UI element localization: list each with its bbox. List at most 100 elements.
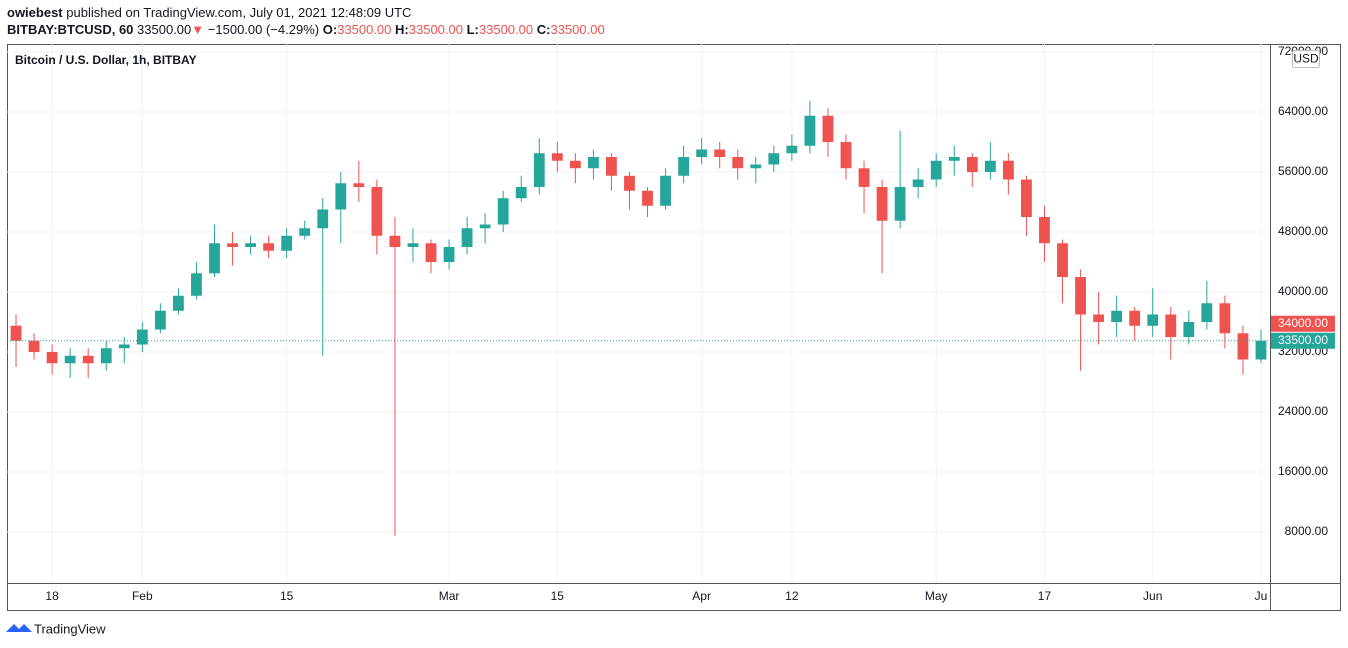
brand: TradingView bbox=[34, 621, 106, 636]
candle-body bbox=[1111, 310, 1123, 323]
candle-body bbox=[1183, 322, 1195, 338]
ohlc: O:33500.00 H:33500.00 L:33500.00 C:33500… bbox=[323, 22, 605, 37]
ohlc-value: 33500.00 bbox=[478, 22, 534, 37]
ohlc-value: 33500.00 bbox=[408, 22, 463, 37]
chart-frame bbox=[7, 44, 1341, 611]
candle-body bbox=[696, 149, 708, 158]
candle-body bbox=[1021, 179, 1032, 218]
candle-body bbox=[533, 153, 545, 188]
candle-body bbox=[389, 235, 401, 248]
candle-body bbox=[1057, 243, 1068, 278]
candle-body bbox=[1165, 314, 1177, 338]
currency-box[interactable] bbox=[1292, 50, 1320, 68]
candle-body bbox=[822, 115, 834, 143]
y-tick-label: 16000.00 bbox=[1278, 464, 1328, 478]
candle-body bbox=[263, 243, 275, 251]
candle-body bbox=[371, 187, 383, 236]
ohlc-value: 33500.00 bbox=[550, 22, 605, 37]
candle-body bbox=[966, 157, 978, 173]
candle-body bbox=[191, 273, 202, 296]
grid bbox=[7, 44, 1270, 583]
x-tick-label: Jun bbox=[1143, 589, 1162, 603]
candle-body bbox=[858, 168, 870, 188]
price-label-box bbox=[1271, 332, 1335, 349]
candle-body bbox=[46, 352, 58, 364]
candle-body bbox=[678, 157, 690, 176]
ohlc-key: L: bbox=[466, 22, 479, 37]
x-tick-label: 15 bbox=[551, 589, 565, 603]
x-tick-label: Apr bbox=[692, 589, 711, 603]
chart-title: Bitcoin / U.S. Dollar, 1h, BITBAY bbox=[15, 53, 197, 67]
candle-body bbox=[118, 344, 130, 349]
x-tick-label: Feb bbox=[132, 589, 153, 603]
candle-body bbox=[245, 243, 256, 248]
candle-body bbox=[786, 145, 798, 154]
price-label: 33500.00 bbox=[1278, 333, 1328, 347]
candle-body bbox=[136, 329, 148, 345]
candle-body bbox=[876, 187, 888, 221]
candle-body bbox=[894, 187, 906, 221]
candle-body bbox=[569, 160, 581, 169]
candle-body bbox=[479, 224, 491, 229]
candle-body bbox=[1093, 314, 1105, 323]
x-tick-label: 17 bbox=[1038, 589, 1052, 603]
candle-body bbox=[1201, 303, 1213, 323]
candle-body bbox=[660, 175, 671, 206]
candle-body bbox=[1147, 314, 1159, 326]
candle-body bbox=[353, 183, 365, 188]
candle-body bbox=[100, 348, 112, 364]
candle-body bbox=[1075, 277, 1086, 315]
candle-body bbox=[750, 164, 762, 169]
change: −1500.00 (−4.29%) bbox=[207, 22, 320, 37]
candle-body bbox=[317, 209, 329, 229]
candle-body bbox=[912, 179, 924, 188]
x-tick-label: May bbox=[925, 589, 948, 603]
candle-body bbox=[407, 243, 419, 248]
candle-body bbox=[768, 153, 780, 165]
ohlc-value: 33500.00 bbox=[337, 22, 392, 37]
candle-body bbox=[154, 310, 166, 330]
candle-body bbox=[64, 355, 76, 364]
candle-body bbox=[461, 228, 473, 248]
candle-body bbox=[642, 190, 653, 206]
candle-body bbox=[172, 295, 184, 311]
symbol-line: BITBAY:BTCUSD, 60 33500.00▼ −1500.00 (−4… bbox=[7, 22, 605, 37]
price-label: 34000.00 bbox=[1278, 316, 1328, 330]
last-price: 33500.00 bbox=[137, 22, 192, 37]
publish-line: owiebest published on TradingView.com, J… bbox=[7, 5, 411, 20]
candle-body bbox=[1002, 160, 1014, 180]
currency[interactable]: USD bbox=[1293, 52, 1319, 66]
candle-body bbox=[281, 235, 293, 251]
x-tick-label: 18 bbox=[45, 589, 59, 603]
candle-body bbox=[804, 115, 816, 146]
y-tick-label: 48000.00 bbox=[1278, 224, 1328, 238]
x-tick-label: 12 bbox=[785, 589, 799, 603]
candles bbox=[7, 100, 1270, 536]
candle-body bbox=[425, 243, 437, 263]
change-arrow: ▼ bbox=[191, 22, 205, 37]
y-tick-label: 8000.00 bbox=[1285, 524, 1329, 538]
symbol: BITBAY:BTCUSD, 60 bbox=[7, 22, 134, 37]
candle-body bbox=[840, 142, 852, 169]
candle-body bbox=[1237, 333, 1249, 360]
candle-body bbox=[1219, 303, 1231, 334]
candle-body bbox=[497, 198, 509, 225]
author: owiebest bbox=[7, 5, 63, 20]
axes: 8000.0016000.0024000.0032000.0040000.004… bbox=[45, 44, 1335, 603]
publish-info: published on TradingView.com, July 01, 2… bbox=[66, 5, 412, 20]
x-tick-label: Ju bbox=[1255, 589, 1268, 603]
x-tick-label: Mar bbox=[439, 589, 460, 603]
candle-body bbox=[1129, 310, 1141, 326]
candle-body bbox=[624, 175, 635, 191]
price-label-box bbox=[1271, 315, 1335, 332]
candle-body bbox=[930, 160, 942, 180]
candle-body bbox=[209, 243, 220, 274]
candle-body bbox=[443, 247, 455, 263]
candle-body bbox=[299, 228, 311, 236]
candle-body bbox=[587, 157, 599, 169]
candle-body bbox=[1255, 340, 1267, 360]
candle-body bbox=[714, 149, 726, 158]
candle-body bbox=[551, 153, 563, 161]
